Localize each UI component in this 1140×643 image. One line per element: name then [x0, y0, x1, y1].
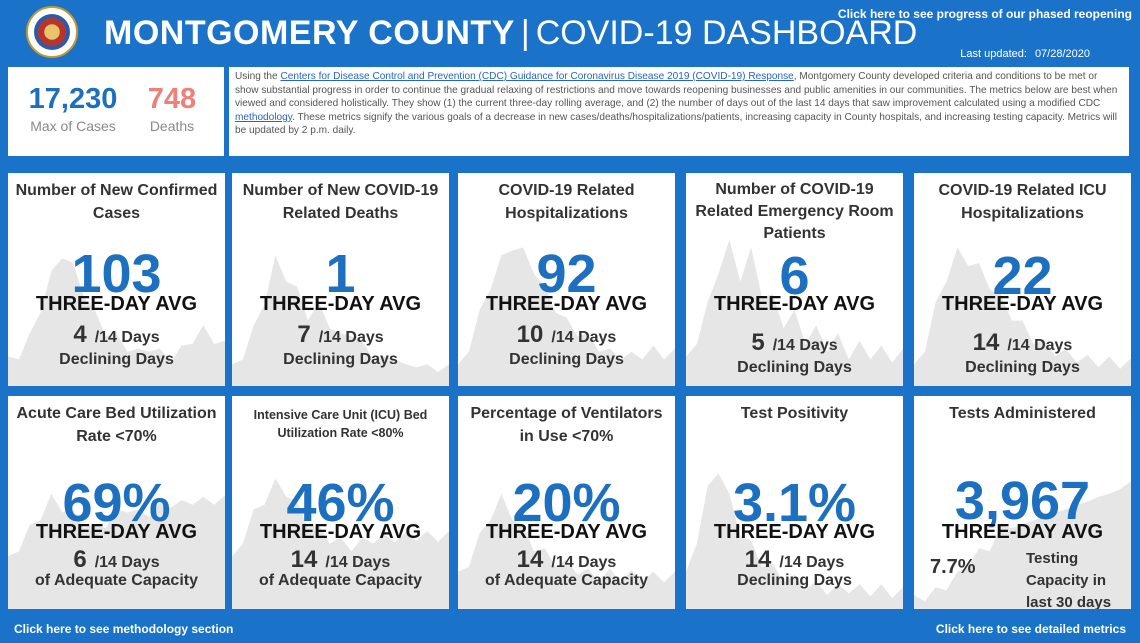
card-value: 3.1% [732, 473, 857, 533]
card-background-sparkline [232, 255, 449, 386]
card-avg-label: THREE-DAY AVG [485, 293, 648, 315]
card-title: Number of COVID-19 Related Emergency Roo… [695, 181, 894, 242]
card-background-sparkline [8, 258, 225, 386]
card-title: COVID-19 Related ICU Hospitalizations [938, 182, 1107, 222]
card-avg-label: THREE-DAY AVG [941, 293, 1104, 315]
card-background-sparkline [686, 473, 903, 609]
sparkline-area [232, 255, 449, 386]
total-deaths: 748 Deaths [132, 83, 212, 134]
card-days: 6/14 Days [73, 546, 160, 573]
card-days: 14/14 Days [290, 546, 391, 573]
card-value: 46% [286, 473, 395, 533]
card-avg-label: THREE-DAY AVG [35, 293, 198, 315]
last-updated: Last updated: 07/28/2020 [960, 48, 1090, 60]
card-foot: Declining Days [737, 359, 852, 376]
card-title: Test Positivity [740, 405, 849, 422]
card-icu-hospitalizations[interactable]: COVID-19 Related ICU Hospitalizations 22… [914, 173, 1131, 386]
card-tests-administered[interactable]: Tests Administered 3,967 THREE-DAY AVG 7… [914, 396, 1131, 609]
header: MONTGOMERY COUNTY | COVID-19 DASHBOARD Cli… [0, 0, 1140, 64]
card-days: 7/14 Days [297, 321, 384, 348]
card-avg-label: THREE-DAY AVG [259, 521, 422, 543]
card-avg-label: THREE-DAY AVG [941, 521, 1104, 543]
card-er-patients[interactable]: Number of COVID-19 Related Emergency Roo… [686, 173, 903, 386]
total-cases-value: 17,230 [28, 83, 118, 115]
card-title: Acute Care Bed Utilization Rate <70% [16, 405, 217, 445]
testing-capacity-label: Testing Capacity in last 30 days [1026, 550, 1112, 609]
sparkline-area [232, 478, 449, 609]
sparkline-area [914, 481, 1131, 609]
sparkline-area [458, 247, 675, 386]
info-description: Using the Centers for Disease Control an… [229, 67, 1129, 156]
card-days: 14/14 Days [516, 546, 617, 573]
total-cases-label: Max of Cases [30, 118, 116, 134]
card-foot: Declining Days [59, 351, 174, 368]
card-value: 3,967 [954, 471, 1091, 531]
card-days: 4/14 Days [73, 321, 160, 348]
card-avg-label: THREE-DAY AVG [259, 293, 422, 315]
card-foot: of Adequate Capacity [485, 572, 648, 589]
sparkline-area [686, 239, 903, 386]
sparkline-area [8, 258, 225, 386]
card-avg-label: THREE-DAY AVG [713, 293, 876, 315]
card-foot: Declining Days [509, 351, 624, 368]
card-title: Percentage of Ventilators in Use <70% [470, 405, 663, 445]
sparkline-area [458, 493, 675, 609]
card-acute-care-beds[interactable]: Acute Care Bed Utilization Rate <70% 69%… [8, 396, 225, 609]
page-title: MONTGOMERY COUNTY | COVID-19 DASHBOARD [104, 14, 918, 52]
card-foot: of Adequate Capacity [259, 572, 422, 589]
card-test-positivity[interactable]: Test Positivity 3.1% THREE-DAY AVG 14/14… [686, 396, 903, 609]
sparkline-area [914, 247, 1131, 386]
card-avg-label: THREE-DAY AVG [713, 521, 876, 543]
card-hospitalizations[interactable]: COVID-19 Related Hospitalizations 92 THR… [458, 173, 675, 386]
detailed-metrics-link[interactable]: Click here to see detailed metrics [935, 622, 1126, 636]
card-value: 20% [512, 473, 621, 533]
card-title: Number of New Confirmed Cases [15, 182, 218, 222]
card-title: COVID-19 Related Hospitalizations [498, 182, 635, 222]
methodology-section-link[interactable]: Click here to see methodology section [14, 622, 234, 636]
phased-reopening-link[interactable]: Click here to see progress of our phased… [837, 7, 1132, 21]
card-background-sparkline [914, 247, 1131, 386]
card-ventilators[interactable]: Percentage of Ventilators in Use <70% 20… [458, 396, 675, 609]
county-seal-logo [26, 6, 78, 58]
card-foot: Declining Days [965, 359, 1080, 376]
card-background-sparkline [686, 239, 903, 386]
sparkline-area [686, 473, 903, 609]
total-cases: 17,230 Max of Cases [18, 83, 128, 134]
card-value: 1 [325, 244, 356, 304]
card-background-sparkline [232, 478, 449, 609]
card-title: Intensive Care Unit (ICU) Bed Utilizatio… [253, 408, 428, 440]
card-value: 69% [62, 473, 171, 533]
card-avg-label: THREE-DAY AVG [485, 521, 648, 543]
card-days: 10/14 Days [516, 321, 617, 348]
card-foot: Declining Days [283, 351, 398, 368]
card-title: Number of New COVID-19 Related Deaths [242, 182, 439, 222]
card-avg-label: THREE-DAY AVG [35, 521, 198, 543]
card-background-sparkline [914, 481, 1131, 609]
cdc-guidance-link[interactable]: Centers for Disease Control and Preventi… [280, 71, 794, 82]
total-deaths-label: Deaths [149, 118, 195, 134]
totals-panel: 17,230 Max of Cases 748 Deaths [8, 67, 224, 156]
card-value: 103 [71, 244, 162, 304]
card-title: Tests Administered [949, 405, 1096, 422]
card-days: 5/14 Days [751, 329, 838, 356]
methodology-inline-link[interactable]: methodology [235, 111, 293, 123]
card-icu-beds[interactable]: Intensive Care Unit (ICU) Bed Utilizatio… [232, 396, 449, 609]
card-new-deaths[interactable]: Number of New COVID-19 Related Deaths 1 … [232, 173, 449, 386]
card-foot: of Adequate Capacity [35, 572, 198, 589]
card-background-sparkline [458, 247, 675, 386]
card-background-sparkline [8, 493, 225, 609]
card-days: 14/14 Days [744, 546, 845, 573]
sparkline-area [8, 493, 225, 609]
card-value: 92 [536, 244, 597, 304]
card-value: 6 [779, 246, 810, 306]
total-deaths-value: 748 [147, 83, 197, 115]
card-days: 14/14 Days [972, 329, 1073, 356]
card-value: 22 [992, 246, 1053, 306]
testing-capacity-value: 7.7% [930, 556, 976, 578]
card-new-cases[interactable]: Number of New Confirmed Cases 103 THREE-… [8, 173, 225, 386]
card-background-sparkline [458, 493, 675, 609]
card-foot: Declining Days [737, 572, 852, 589]
